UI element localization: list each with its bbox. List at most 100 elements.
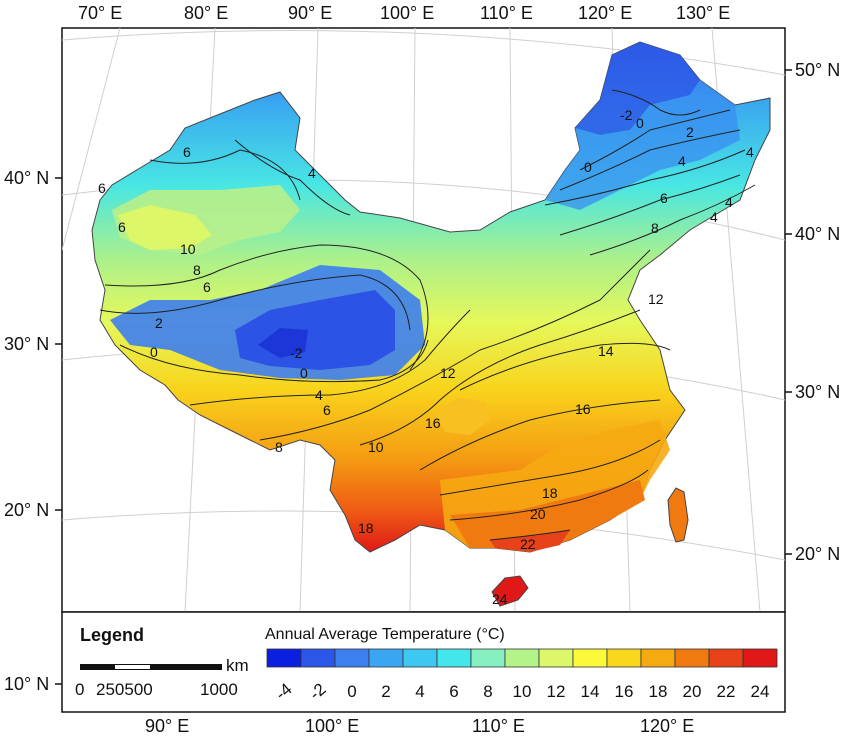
colorbar-swatch <box>572 648 608 668</box>
colorbar-swatch <box>368 648 404 668</box>
colorbar-swatch <box>436 648 472 668</box>
contour-label: 0 <box>150 344 158 360</box>
zone-northeast-cool <box>545 80 740 210</box>
colorbar-swatch <box>334 648 370 668</box>
colorbar: -4 -2 0 2 4 6 8 10 12 14 16 18 20 22 24 <box>266 648 778 704</box>
contour-label: 6 <box>98 180 106 196</box>
contour-label: 6 <box>203 279 211 295</box>
contour-label: 8 <box>651 220 659 236</box>
colorbar-swatch <box>538 648 574 668</box>
lat-label: 40° N <box>4 168 49 188</box>
scale-end: 1000 <box>200 680 238 699</box>
contour-labels: 6 6 4 6 10 8 6 2 0 -2 0 4 6 8 10 12 16 1… <box>98 107 754 607</box>
map-body <box>62 28 785 612</box>
contour-label: 18 <box>358 520 374 536</box>
colorbar-swatch <box>402 648 438 668</box>
colorbar-tick-label: 18 <box>649 682 668 701</box>
zone-tibet-peak <box>258 328 308 358</box>
top-longitude-labels: 70° E 80° E 90° E 100° E 110° E 120° E 1… <box>78 3 730 23</box>
taiwan-island <box>667 487 689 543</box>
colorbar-swatch <box>470 648 506 668</box>
contour-label: 24 <box>492 591 508 607</box>
colorbar-tick-label: 24 <box>751 682 770 701</box>
lon-label: 100° E <box>305 716 359 736</box>
left-latitude-labels: 40° N 30° N 20° N 10° N <box>4 168 49 694</box>
contour-label: 10 <box>180 241 196 257</box>
contour-label: 12 <box>648 291 664 307</box>
colorbar-swatch <box>742 648 778 668</box>
hainan-island <box>491 575 529 607</box>
lon-label: 110° E <box>472 716 525 736</box>
contour-label: 20 <box>530 506 546 522</box>
lon-label: 70° E <box>78 3 122 23</box>
contour-label: 4 <box>678 153 686 169</box>
colorbar-tick-label: 0 <box>347 682 356 701</box>
contour-label: 6 <box>183 144 191 160</box>
contour-label: 10 <box>368 439 384 455</box>
colorbar-tick-label: 8 <box>483 682 492 701</box>
colorbar-swatch <box>708 648 744 668</box>
contour-label: 4 <box>710 209 718 225</box>
colorbar-tick-label: 22 <box>717 682 736 701</box>
right-latitude-labels: 50° N 40° N 30° N 20° N <box>795 60 840 564</box>
lon-label: 110° E <box>480 3 533 23</box>
bottom-longitude-labels: 90° E 100° E 110° E 120° E <box>145 716 694 736</box>
zone-sichuan-16 <box>435 398 490 435</box>
contour-label: 22 <box>520 536 536 552</box>
colorbar-tick-label: 20 <box>683 682 702 701</box>
lat-label: 40° N <box>795 224 840 244</box>
colorbar-swatch <box>674 648 710 668</box>
lat-label: 30° N <box>795 382 840 402</box>
contour-label: 0 <box>636 115 644 131</box>
contour-label: 8 <box>275 439 283 455</box>
zone-south-20 <box>450 480 645 552</box>
colorbar-tick-label: 16 <box>615 682 634 701</box>
lon-label: 100° E <box>380 3 434 23</box>
frame-ticks <box>55 69 792 685</box>
colorbar-swatch <box>504 648 540 668</box>
lon-label: 90° E <box>145 716 189 736</box>
colorbar-tick-label: 6 <box>449 682 458 701</box>
lat-label: 50° N <box>795 60 840 80</box>
contour-label: 4 <box>308 165 316 181</box>
lat-label: 10° N <box>4 674 49 694</box>
contour-label: 4 <box>315 387 323 403</box>
zone-tarim-core <box>118 205 212 250</box>
contour-label: -2 <box>620 107 633 123</box>
contour-label: 0 <box>300 365 308 381</box>
scale-mid: 250500 <box>96 680 153 699</box>
contour-label: 12 <box>440 365 456 381</box>
contour-label: 18 <box>542 485 558 501</box>
colorbar-tick-label: 4 <box>415 682 424 701</box>
contour-label: -2 <box>290 345 303 361</box>
contour-lines <box>99 89 756 541</box>
contour-label: 2 <box>155 315 163 331</box>
colorbar-title: Annual Average Temperature (°C) <box>265 626 505 643</box>
lon-label: 130° E <box>676 3 730 23</box>
colorbar-swatch <box>640 648 676 668</box>
lat-label: 20° N <box>795 544 840 564</box>
colorbar-tick-label: 14 <box>581 682 600 701</box>
colorbar-swatch <box>266 648 302 668</box>
contour-label: 2 <box>686 124 694 140</box>
contour-label: 0 <box>584 159 592 175</box>
contour-label: 16 <box>425 415 441 431</box>
zone-northeast-cold <box>575 42 700 135</box>
contour-label: 14 <box>598 343 614 359</box>
lat-label: 20° N <box>4 500 49 520</box>
lon-label: 120° E <box>578 3 632 23</box>
contour-label: 6 <box>118 219 126 235</box>
contour-label: 6 <box>323 402 331 418</box>
colorbar-tick-label: 12 <box>547 682 566 701</box>
contour-label: 16 <box>575 401 591 417</box>
colorbar-swatch <box>300 648 336 668</box>
scale-zero: 0 <box>75 680 84 699</box>
scale-bar: km 0 250500 1000 <box>75 656 249 699</box>
lon-label: 90° E <box>288 3 332 23</box>
colorbar-tick-label: 2 <box>381 682 390 701</box>
contour-label: 4 <box>725 194 733 210</box>
contour-label: 8 <box>193 262 201 278</box>
lat-label: 30° N <box>4 334 49 354</box>
